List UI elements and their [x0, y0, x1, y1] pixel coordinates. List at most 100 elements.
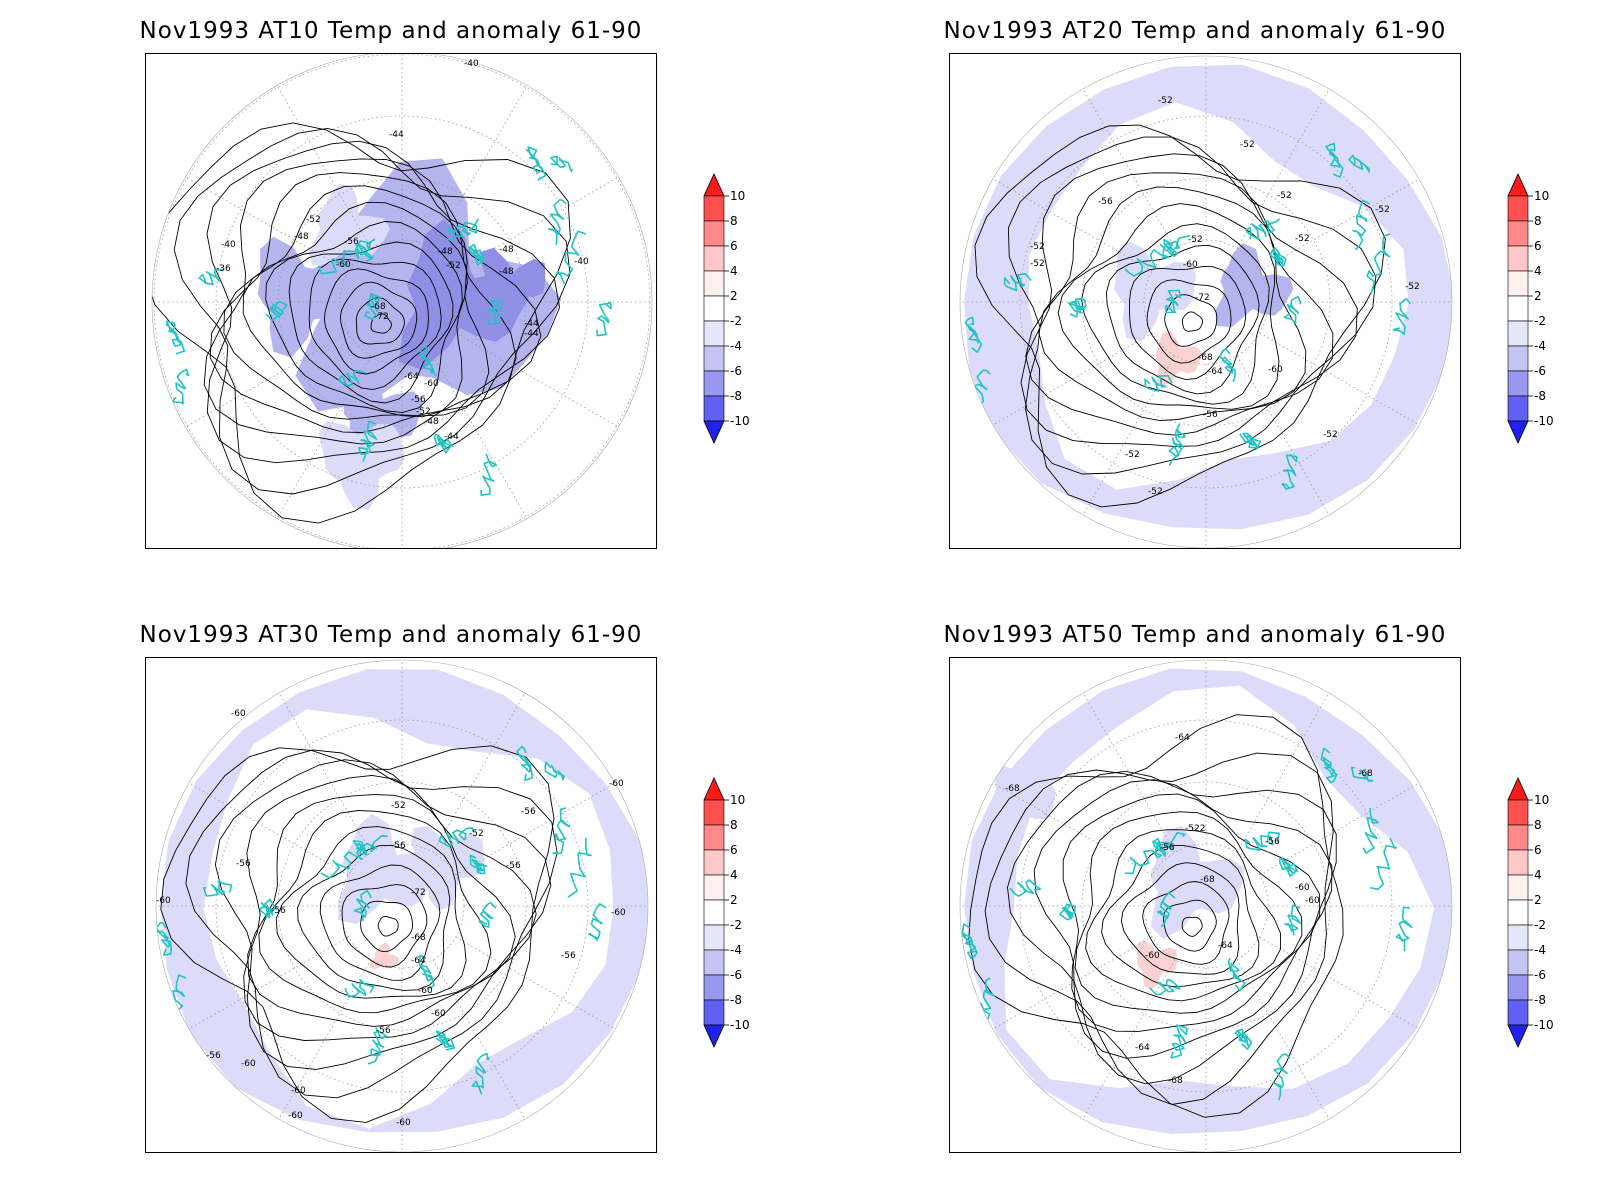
contour-label: -64 [1135, 1043, 1150, 1053]
meridian-line [188, 936, 349, 1030]
contour-label: -60 [609, 779, 624, 789]
isotherm-contour [1129, 265, 1247, 381]
colorbar-tick-label: 10 [730, 189, 745, 203]
contour-label: -60 [1145, 951, 1160, 961]
panel-title-at10: Nov1993 AT10 Temp and anomaly 61-90 [139, 18, 643, 44]
contour-label: -52 [391, 801, 406, 811]
colorbar-tick-label: 4 [1534, 264, 1542, 278]
contour-label: -52 [1375, 205, 1390, 215]
contour-label: -48 [499, 245, 514, 255]
meridian-line [1236, 355, 1330, 516]
coastline-segment [1320, 747, 1338, 784]
coastline-segment [1165, 289, 1181, 314]
isotherm-contour [1142, 881, 1230, 965]
contour-label: -52 [1158, 96, 1173, 106]
contour-label: -56 [271, 906, 286, 916]
coastline-segment [478, 902, 497, 928]
anomaly-shading-4 [1155, 331, 1202, 387]
isotherm-contour [984, 752, 1334, 1105]
map-disc-edge [155, 659, 649, 1152]
isotherm-contour [370, 313, 392, 334]
contour-label: -60 [336, 260, 351, 270]
coastline-segment [964, 316, 983, 353]
colorbar-tick-label: -8 [730, 993, 742, 1007]
anomaly-shading-2 [1150, 825, 1245, 940]
isotherm-contour [223, 185, 490, 420]
contour-label: -40 [574, 257, 589, 267]
colorbar-swatch [1507, 974, 1529, 1001]
map-disc-edge [959, 55, 1453, 548]
colorbar-tick-label: 2 [1534, 893, 1542, 907]
isotherm-contour [288, 241, 454, 404]
isotherm-contour [1085, 829, 1282, 1002]
polar-map-at30: -60 -60 -52 -56 -60 -56 -56 -52 -56 -56 -60 -60 -72 -… [145, 657, 657, 1153]
contour-label: -64 [404, 372, 419, 382]
meridian-line [278, 692, 372, 853]
map-disc-edge [959, 659, 1453, 1152]
coastline-segment [486, 300, 503, 325]
contour-label: -68 [1005, 784, 1020, 794]
colorbar-swatch [1507, 799, 1529, 826]
colorbar-swatch [1507, 849, 1529, 876]
map-disc-edge [151, 54, 653, 548]
coastline-segment [1009, 879, 1042, 897]
contour-label: -52 [1295, 234, 1310, 244]
contour-label: -60 [396, 1118, 411, 1128]
contour-label: -44 [389, 130, 404, 140]
colorbar-tick-label: -6 [1534, 968, 1546, 982]
coastline-segment [1283, 295, 1302, 324]
colorbar-swatch [1507, 370, 1529, 397]
isotherm-contour [355, 297, 405, 345]
colorbar-tick-label: -6 [1534, 364, 1546, 378]
polar-map-at50: -64 -68 -68 -522 -56 -56 -68 -60 -60 -60 -64 -64 -68 [949, 657, 1461, 1153]
anomaly-shading-2 [338, 813, 437, 924]
colorbar-swatch [1507, 949, 1529, 976]
panel-title-at20: Nov1993 AT20 Temp and anomaly 61-90 [943, 18, 1447, 44]
colorbar-swatch [703, 345, 725, 372]
coastline-segment [550, 155, 574, 173]
colorbar-tick-label: 4 [1534, 868, 1542, 882]
coastline-segment [1144, 375, 1173, 392]
contour-label: -48 [424, 417, 439, 427]
coastline-segment [355, 243, 374, 262]
isotherm-contour [1062, 793, 1321, 1032]
contour-label: -60 [1268, 365, 1283, 375]
contour-label: -56 [1203, 410, 1218, 420]
contour-label: -56 [411, 395, 426, 405]
isotherm-contour [1106, 244, 1260, 395]
coastlines [964, 142, 1411, 490]
colorbar-tick-label: -4 [730, 943, 742, 957]
colorbar-bottom-arrow [703, 1024, 725, 1048]
anomaly-shading-1 [1028, 102, 1409, 490]
colorbar-swatch [703, 824, 725, 851]
contour-label: -60 [418, 986, 433, 996]
contour-label: -56 [1160, 843, 1175, 853]
isotherm-contour [1101, 845, 1260, 988]
isotherm-contour [297, 844, 451, 991]
polar-map-at10: -40 -44 -52 -40 -36 -48 -56 -60 -48 -52 -48 -48 -40-… [145, 53, 657, 549]
coastline-segment [1244, 831, 1281, 851]
coastline-segment [1168, 423, 1186, 466]
contour-label: -72 [1195, 293, 1210, 303]
coastline-segment [1059, 902, 1076, 921]
contour-label: -68 [411, 933, 426, 943]
contour-label: -60 [611, 908, 626, 918]
latitude-circle [215, 115, 589, 489]
coastline-segment [344, 979, 375, 998]
latitude-circle [1019, 719, 1393, 1093]
colorbar-tick-label: 4 [730, 868, 738, 882]
contour-label: -60 [291, 1086, 306, 1096]
contour-label: -52 [469, 829, 484, 839]
coastline-segment [445, 218, 479, 242]
meridian-line [455, 782, 616, 876]
coastline-segment [1152, 837, 1166, 857]
coastline-segment [353, 889, 372, 922]
coastline-segment [1272, 1053, 1291, 1101]
coastline-segment [552, 807, 571, 855]
coastline-segment [358, 420, 378, 462]
coastline-segment [1219, 348, 1236, 382]
colorbar-swatch [703, 924, 725, 951]
polar-map-at20: -52 -52 -56 -52 -52 -52 -52 -52 -60 -52 -72 -52 -68 -… [949, 53, 1461, 549]
coastline-segment [588, 903, 607, 942]
contour-label: -52 [1188, 235, 1203, 245]
